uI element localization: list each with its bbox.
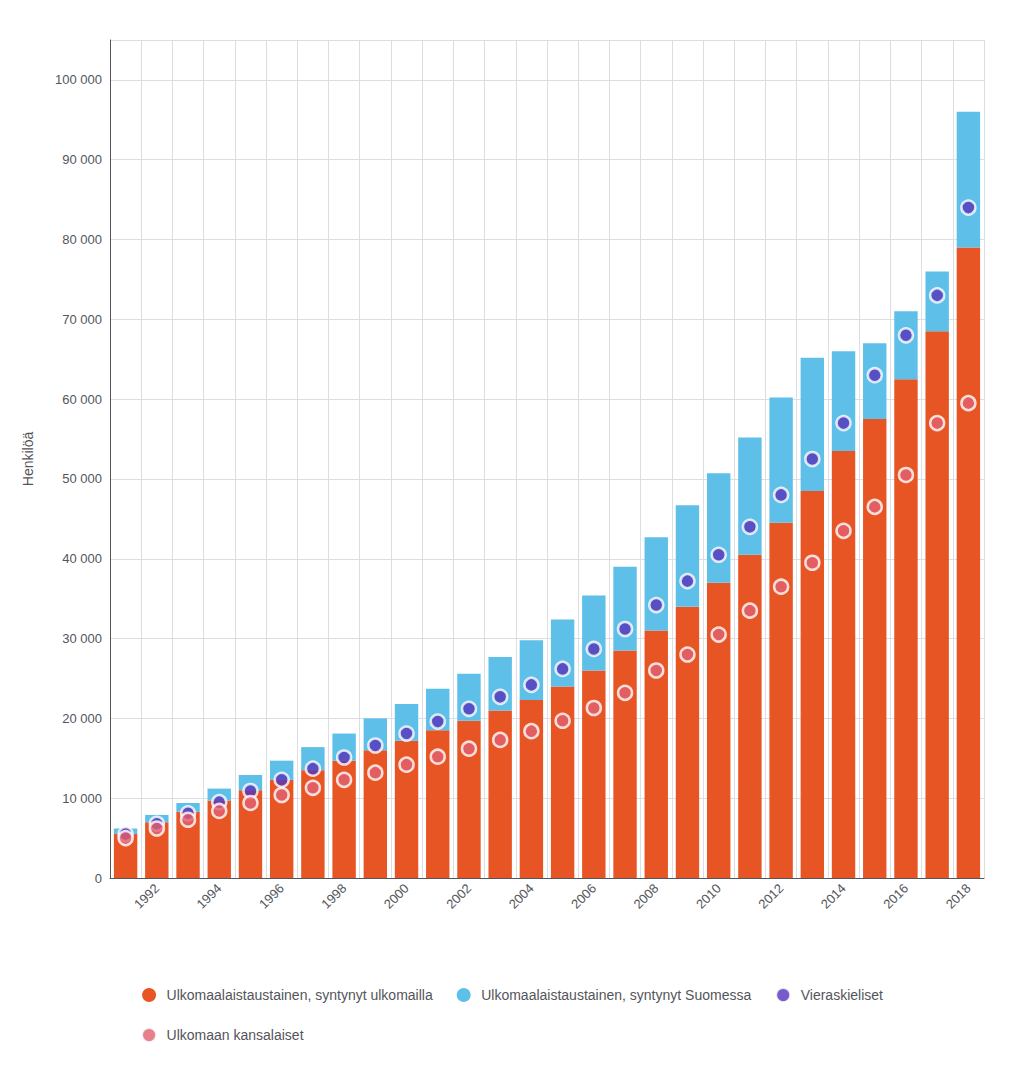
svg-text:2004: 2004 [506, 881, 537, 912]
svg-text:50 000: 50 000 [62, 471, 102, 486]
svg-text:1998: 1998 [318, 881, 349, 912]
svg-text:90 000: 90 000 [62, 152, 102, 167]
svg-text:2018: 2018 [943, 881, 974, 912]
svg-text:20 000: 20 000 [62, 711, 102, 726]
svg-text:1996: 1996 [256, 881, 287, 912]
svg-text:2012: 2012 [755, 881, 786, 912]
svg-text:2010: 2010 [693, 881, 724, 912]
svg-text:2002: 2002 [443, 881, 474, 912]
svg-text:Vieraskieliset: Vieraskieliset [801, 987, 883, 1003]
svg-text:60 000: 60 000 [62, 392, 102, 407]
svg-text:2014: 2014 [818, 881, 849, 912]
svg-text:2008: 2008 [631, 881, 662, 912]
svg-text:100 000: 100 000 [55, 72, 102, 87]
svg-text:1992: 1992 [131, 881, 162, 912]
svg-text:Ulkomaalaistaustainen, syntyny: Ulkomaalaistaustainen, syntynyt Suomessa [481, 987, 751, 1003]
svg-text:70 000: 70 000 [62, 312, 102, 327]
svg-text:2016: 2016 [880, 881, 911, 912]
svg-text:0: 0 [95, 871, 102, 886]
svg-text:2000: 2000 [381, 881, 412, 912]
svg-text:Henkilöä: Henkilöä [20, 432, 36, 487]
svg-text:80 000: 80 000 [62, 232, 102, 247]
svg-text:1994: 1994 [194, 881, 225, 912]
svg-text:Ulkomaalaistaustainen, syntyny: Ulkomaalaistaustainen, syntynyt ulkomail… [167, 987, 433, 1003]
svg-text:30 000: 30 000 [62, 631, 102, 646]
svg-text:Ulkomaan kansalaiset: Ulkomaan kansalaiset [167, 1027, 304, 1043]
svg-text:10 000: 10 000 [62, 791, 102, 806]
svg-text:40 000: 40 000 [62, 551, 102, 566]
svg-text:2006: 2006 [568, 881, 599, 912]
